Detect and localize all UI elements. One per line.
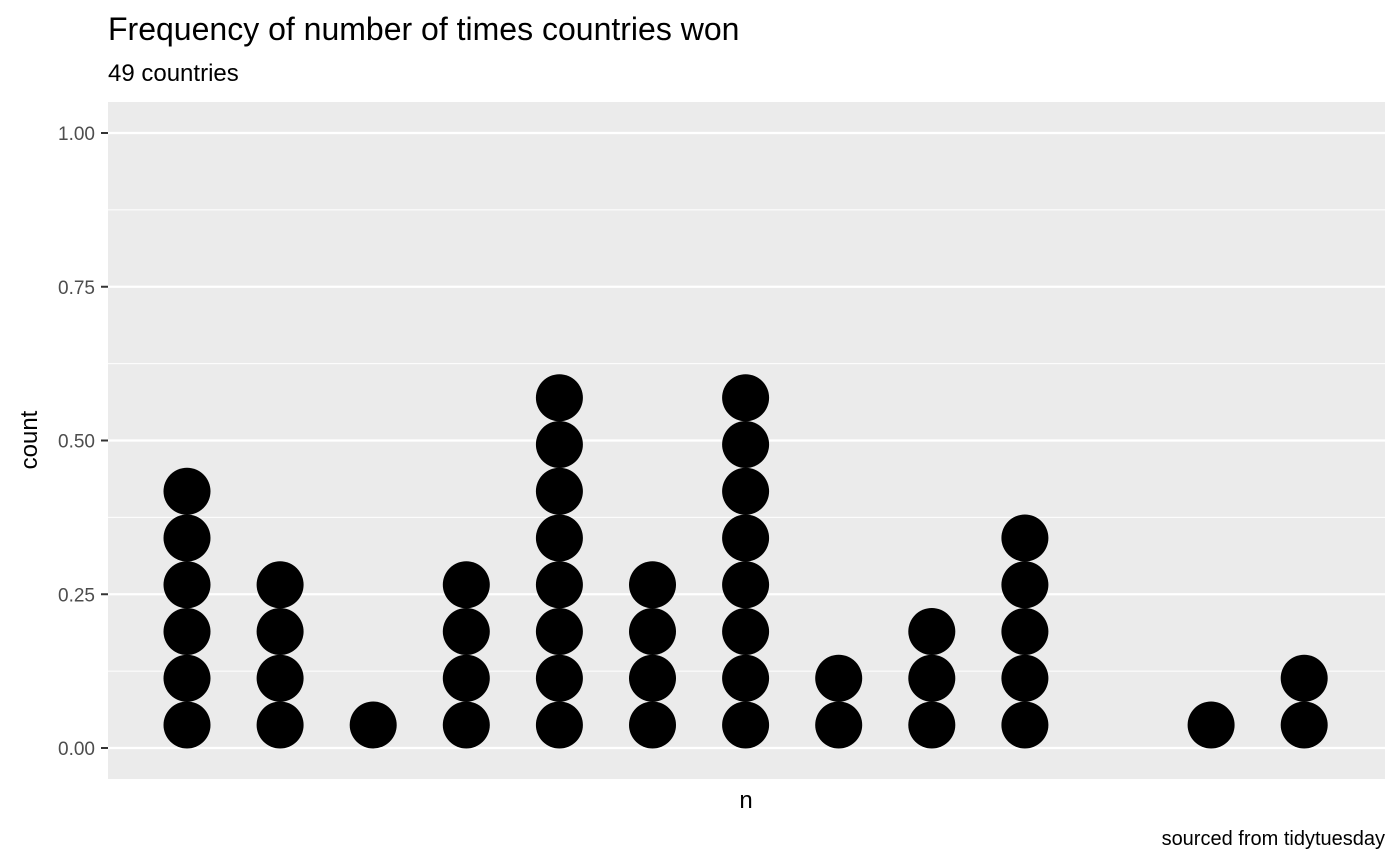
dot-bin-6 [629,701,676,749]
y-axis-ticks [101,132,108,749]
dot-bin-2 [256,654,304,702]
dot-bin-10 [1001,608,1049,655]
dot-bin-5 [535,701,583,749]
dot-bin-10 [1001,701,1049,749]
dot-bin-9 [908,701,956,749]
dot-bin-1 [163,514,211,562]
dot-bin-7 [722,514,770,562]
dot-bin-5 [535,374,583,422]
dot-bin-4 [442,608,490,655]
chart-caption: sourced from tidytuesday [1162,828,1385,850]
dot-bin-9 [908,608,956,655]
dot-bin-5 [535,608,583,655]
dot-bin-5 [535,514,583,562]
dot-bin-7 [722,608,770,655]
y-tick-label: 0.00 [58,739,95,760]
dot-bin-1 [163,467,211,515]
dot-bin-10 [1001,654,1049,702]
dot-bin-5 [535,561,583,609]
dot-bin-1 [163,701,211,749]
dot-bin-6 [629,608,676,655]
dot-bin-1 [163,654,211,702]
dot-bin-9 [908,654,956,702]
y-tick-label: 1.00 [58,124,95,145]
dot-bin-10 [1001,561,1049,609]
dot-bin-2 [256,608,304,655]
y-tick-label: 0.75 [58,278,95,299]
dot-series [163,374,1328,749]
dot-bin-12 [1187,701,1235,749]
dot-bin-3 [349,701,397,749]
y-axis-label: count [16,410,43,469]
y-axis-tick-labels: 0.00 0.25 0.50 0.75 1.00 [58,124,95,760]
dot-bin-5 [535,467,583,515]
y-tick-label: 0.50 [58,432,95,453]
dot-bin-4 [442,701,490,749]
dot-bin-7 [722,654,770,702]
dot-bin-5 [535,654,583,702]
dot-bin-7 [722,374,770,422]
dot-bin-13 [1280,654,1328,702]
dot-bin-6 [629,654,676,702]
dot-bin-7 [722,467,770,515]
dot-bin-8 [815,654,863,702]
y-tick-label: 0.25 [58,585,95,606]
dot-bin-4 [442,561,490,609]
dot-bin-1 [163,561,211,609]
x-axis-label: n [739,787,752,814]
dot-bin-5 [535,421,583,468]
dot-bin-10 [1001,514,1049,562]
dot-bin-2 [256,701,304,749]
dot-bin-1 [163,608,211,655]
dot-bin-8 [815,701,863,749]
chart-subtitle: 49 countries [108,60,239,87]
dot-bin-6 [629,561,676,609]
dot-bin-13 [1280,701,1328,749]
dot-bin-7 [722,701,770,749]
dot-bin-7 [722,561,770,609]
chart-title: Frequency of number of times countries w… [108,11,739,47]
dot-bin-7 [722,421,770,468]
dot-bin-4 [442,654,490,702]
dot-bin-2 [256,561,304,609]
